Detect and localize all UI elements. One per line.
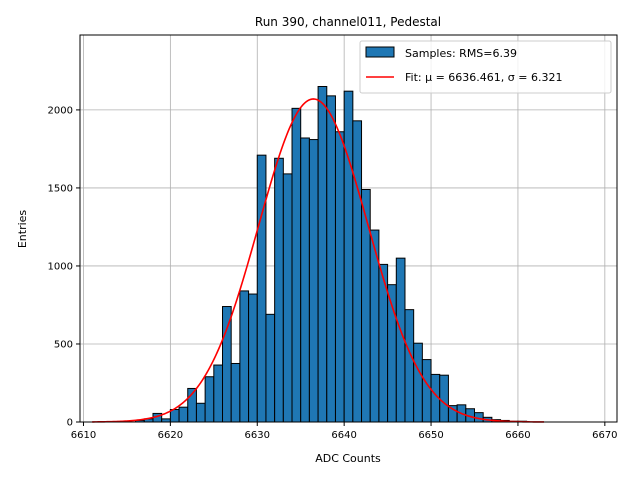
histogram-bar [256,154,267,423]
histogram-bar [421,359,432,423]
y-tick-label: 1500 [48,183,73,194]
legend-label-fit: Fit: μ = 6636.461, σ = 6.321 [405,71,562,84]
histogram-bar [248,293,258,423]
histogram-bar [361,188,371,423]
chart-title: Run 390, channel011, Pedestal [255,15,441,29]
histogram-bar [413,342,423,423]
histogram-bar [326,95,336,423]
histogram-bar [230,362,241,423]
histogram-bar [300,137,310,423]
histogram-bar [439,374,449,423]
plot-frame [79,34,618,423]
histogram-bar [291,107,302,423]
legend: Samples: RMS=6.39 Fit: μ = 6636.461, σ =… [359,40,612,94]
histogram-bar [274,157,284,423]
histogram-bar [352,120,363,423]
histogram-bar [334,131,345,423]
fit-curve-group [92,98,545,423]
y-tick-label: 1000 [48,261,73,272]
y-axis-ticks: 0 500 1000 1500 2000 [48,105,80,429]
x-tick-label: 6640 [331,430,356,441]
histogram-bar [239,290,250,423]
histogram-bar [222,306,232,423]
histogram-bars [135,85,528,423]
histogram-bar [204,376,215,423]
y-tick-label: 2000 [48,105,73,116]
legend-swatch-samples [365,46,395,58]
x-tick-label: 6620 [158,430,183,441]
fit-curve [92,98,545,423]
x-axis-ticks: 6610 6620 6630 6640 6650 6660 6670 [71,422,618,441]
y-tick-label: 0 [67,418,73,429]
histogram-bar [317,85,328,423]
histogram-bar [178,406,189,423]
x-tick-label: 6610 [71,430,96,441]
legend-label-samples: Samples: RMS=6.39 [405,47,517,60]
x-tick-label: 6630 [245,430,270,441]
x-axis-label: ADC Counts [315,452,381,465]
x-tick-label: 6650 [418,430,443,441]
histogram-bar [169,409,180,423]
y-tick-label: 500 [54,339,73,350]
legend-box [359,40,612,94]
histogram-bar [343,90,354,423]
x-tick-label: 6670 [592,430,617,441]
histogram-bar [282,173,293,423]
y-axis-label: Entries [16,210,29,249]
histogram-bar [308,139,319,423]
histogram-bar [195,402,206,423]
histogram-bar [404,309,415,423]
x-tick-label: 6660 [505,430,530,441]
histogram-bar [213,364,224,423]
histogram-bar [265,313,276,423]
